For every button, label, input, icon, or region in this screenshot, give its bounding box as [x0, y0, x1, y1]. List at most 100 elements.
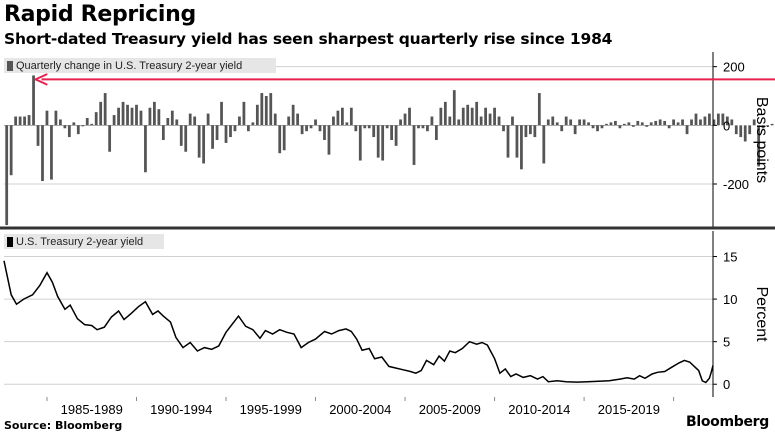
- bar: [649, 122, 653, 126]
- bar: [67, 125, 71, 138]
- bar: [743, 125, 747, 142]
- bar: [408, 107, 411, 126]
- bar: [144, 125, 147, 173]
- yield-line: [3, 260, 714, 384]
- bar: [493, 107, 496, 126]
- bar: [233, 125, 237, 132]
- bar: [654, 120, 658, 126]
- bottom-legend: U.S. Treasury 2-year yield: [4, 234, 164, 249]
- bar: [269, 93, 273, 126]
- bar: [703, 116, 707, 126]
- bar: [578, 119, 582, 126]
- bar: [72, 122, 76, 126]
- bar: [520, 125, 523, 170]
- bar: [9, 125, 13, 176]
- bar: [18, 116, 22, 126]
- arrow-head: [34, 73, 48, 86]
- bar: [296, 113, 300, 126]
- bottom-y-axis-label: Percent: [753, 286, 770, 342]
- bar: [587, 122, 590, 126]
- bar: [551, 116, 555, 126]
- bar: [600, 125, 604, 129]
- bar: [287, 116, 291, 126]
- bottom-legend-swatch: [7, 237, 13, 247]
- bottom-gridlines: [4, 256, 713, 385]
- bar: [502, 125, 505, 132]
- bar: [170, 110, 174, 126]
- bar: [452, 90, 456, 126]
- bar: [153, 101, 156, 126]
- bar: [470, 107, 474, 126]
- bar: [135, 104, 138, 126]
- bar: [314, 119, 317, 126]
- bar: [305, 125, 308, 132]
- bar: [175, 119, 179, 126]
- bottom-y-ticks: 15 10 5 0: [713, 250, 737, 392]
- bar: [54, 110, 58, 126]
- bar: [412, 125, 416, 165]
- bar: [457, 119, 461, 126]
- bar: [730, 119, 734, 126]
- bar: [215, 125, 219, 140]
- x-tick-label: 1995-1999: [240, 402, 302, 417]
- x-tick-label: 2010-2014: [508, 402, 570, 417]
- bar: [90, 123, 94, 126]
- bar: [260, 93, 264, 126]
- bar: [166, 118, 170, 126]
- chart-subtitle: Short-dated Treasury yield has seen shar…: [4, 30, 613, 48]
- bar: [354, 125, 358, 132]
- bar: [358, 125, 362, 161]
- bottom-tick-label: 5: [723, 335, 730, 350]
- bar: [640, 122, 644, 126]
- source-note: Source: Bloomberg: [4, 419, 123, 432]
- bar: [5, 125, 9, 226]
- bar: [148, 107, 152, 126]
- bar: [766, 125, 769, 127]
- bar: [466, 104, 470, 126]
- bar: [179, 125, 183, 146]
- bar: [770, 123, 774, 126]
- x-tick-label: 1990-1994: [150, 402, 212, 417]
- bar: [27, 115, 31, 126]
- bottom-tick-label: 0: [723, 377, 730, 392]
- brand-logo: Bloomberg: [685, 414, 769, 430]
- bar: [403, 113, 407, 126]
- bar: [537, 93, 541, 126]
- bar: [188, 113, 192, 126]
- bar: [220, 101, 223, 126]
- bar: [139, 110, 143, 126]
- bar: [99, 101, 103, 126]
- bar: [479, 116, 483, 126]
- bar: [488, 113, 492, 126]
- bar-series: [4, 75, 774, 226]
- bar: [631, 125, 635, 127]
- bar: [690, 119, 693, 126]
- bar: [36, 125, 40, 146]
- bar: [622, 123, 626, 126]
- bar: [50, 125, 53, 180]
- bar: [224, 125, 228, 143]
- bar: [112, 115, 116, 126]
- top-y-axis-label: Basis points: [753, 97, 770, 183]
- bar: [264, 96, 268, 126]
- bar: [591, 125, 595, 129]
- bar: [439, 107, 443, 126]
- bar: [636, 120, 640, 126]
- bar: [63, 125, 67, 129]
- bar: [605, 123, 608, 126]
- bar: [421, 125, 425, 129]
- bar: [716, 113, 720, 126]
- bar: [524, 125, 528, 138]
- bar: [251, 122, 255, 126]
- bar: [596, 125, 599, 132]
- bar: [278, 125, 282, 154]
- bar: [390, 125, 394, 140]
- bar: [349, 107, 353, 126]
- bar: [336, 110, 340, 126]
- bar: [399, 119, 402, 126]
- bar: [761, 125, 765, 129]
- bar: [515, 125, 519, 158]
- bar: [76, 125, 80, 135]
- bar: [430, 116, 434, 126]
